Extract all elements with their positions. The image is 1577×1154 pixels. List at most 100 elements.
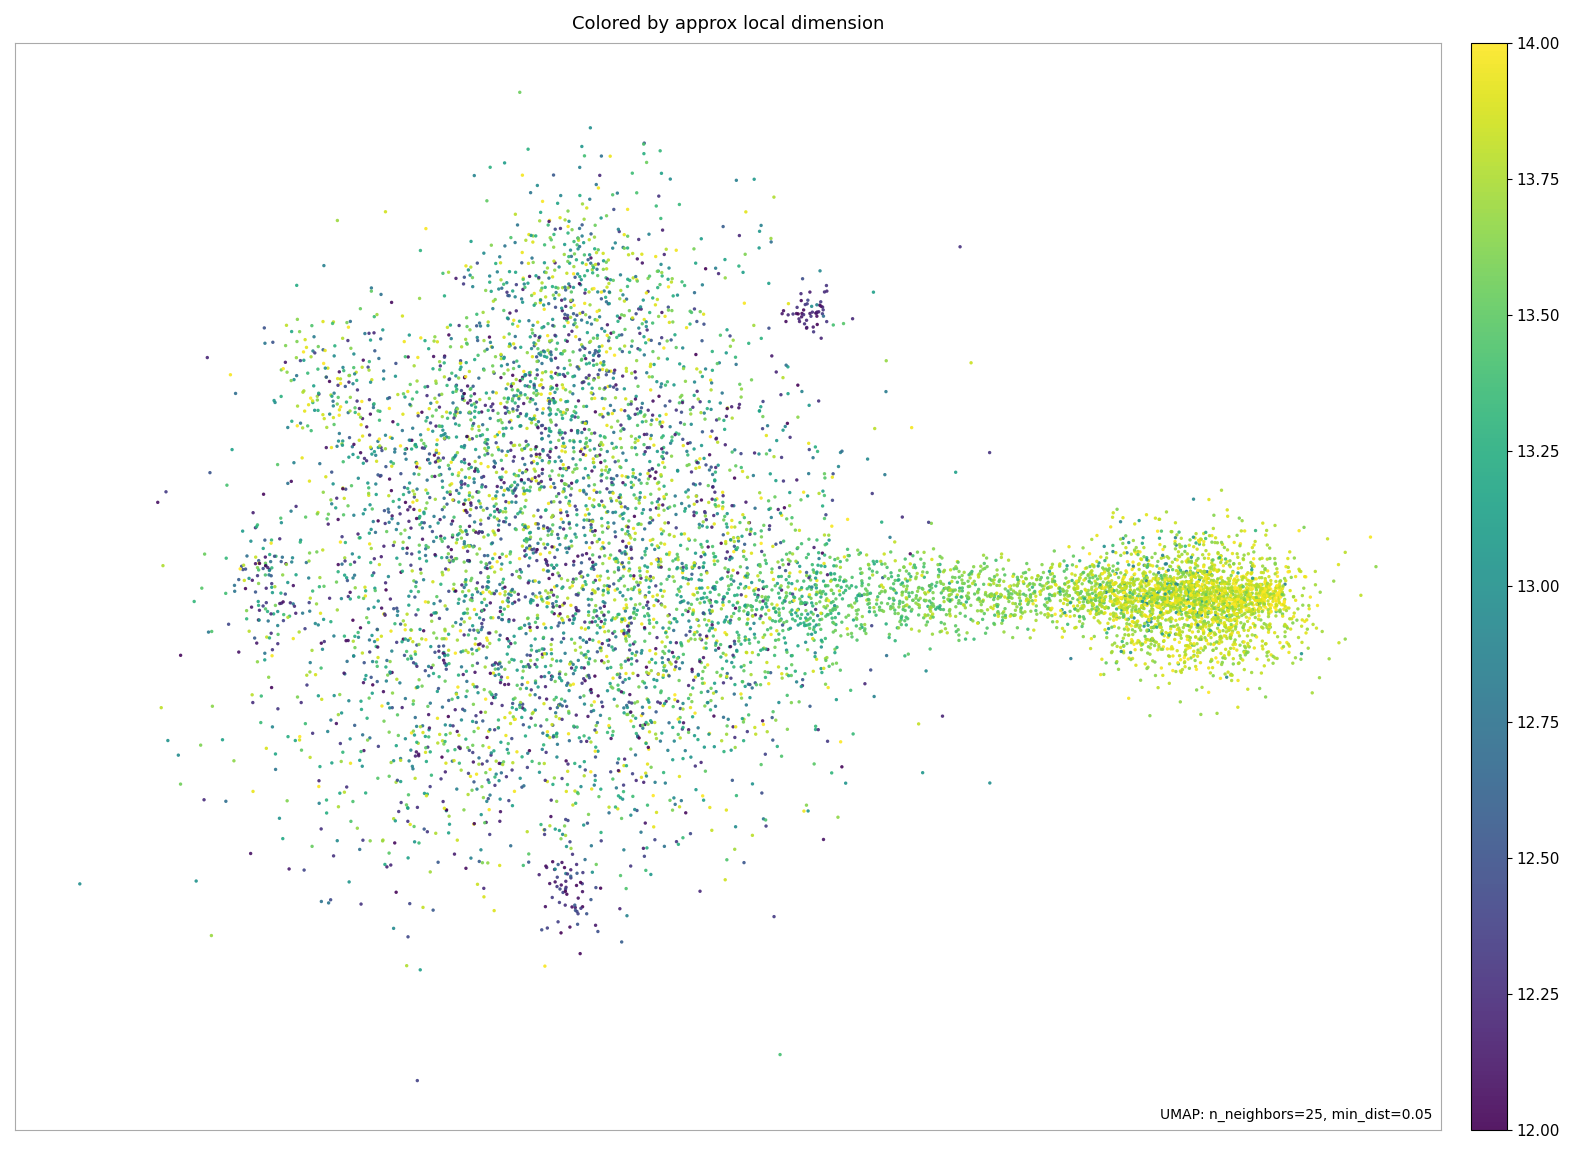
Point [1135,594,1161,613]
Point [670,561,695,579]
Point [511,658,536,676]
Point [1123,538,1148,556]
Point [773,418,798,436]
Point [640,406,665,425]
Point [360,652,385,670]
Point [751,614,776,632]
Point [1006,589,1031,607]
Point [248,601,273,620]
Point [1154,503,1180,522]
Point [1112,582,1137,600]
Point [360,279,385,298]
Point [536,587,561,606]
Point [554,264,579,283]
Point [563,640,588,659]
Point [1134,548,1159,567]
Point [844,610,869,629]
Point [341,505,366,524]
Point [1205,608,1230,627]
Point [823,608,848,627]
Point [918,639,943,658]
Point [1255,583,1281,601]
Point [1120,630,1145,649]
Point [1135,572,1161,591]
Point [823,654,848,673]
Point [388,525,413,544]
Point [312,342,337,360]
Point [990,612,1016,630]
Point [1241,614,1266,632]
Point [1200,590,1225,608]
Point [626,728,651,747]
Point [1228,584,1254,602]
Point [448,615,473,634]
Point [591,497,617,516]
Point [1213,665,1238,683]
Point [497,516,522,534]
Point [435,742,460,760]
Point [566,584,591,602]
Point [1205,570,1230,589]
Point [700,490,725,509]
Point [1170,591,1195,609]
Point [1205,605,1230,623]
Point [1137,556,1162,575]
Point [792,616,817,635]
Point [494,547,519,565]
Point [856,594,882,613]
Point [681,726,706,744]
Point [1082,608,1107,627]
Point [1161,617,1186,636]
Point [552,644,577,662]
Point [724,540,749,559]
Point [1189,613,1214,631]
Point [634,412,659,430]
Point [506,620,531,638]
Point [716,524,741,542]
Point [416,720,442,739]
Point [1087,584,1112,602]
Point [500,381,525,399]
Point [270,548,295,567]
Point [1197,563,1222,582]
Point [522,462,547,480]
Point [1224,568,1249,586]
Point [421,332,446,351]
Point [689,565,714,584]
Point [513,517,538,535]
Point [1104,564,1129,583]
Point [554,882,579,900]
Point [643,591,669,609]
Point [1251,579,1276,598]
Point [1143,576,1169,594]
Point [577,511,602,530]
Point [1175,572,1200,591]
Point [1225,597,1251,615]
Point [319,490,344,509]
Point [699,691,724,710]
Point [486,718,511,736]
Point [1271,617,1296,636]
Point [524,415,549,434]
Point [894,579,919,598]
Point [700,613,725,631]
Point [1079,574,1104,592]
Point [1131,592,1156,610]
Point [550,379,576,397]
Point [872,555,897,574]
Point [571,577,596,595]
Point [377,652,402,670]
Point [442,751,467,770]
Point [505,475,530,494]
Point [561,675,587,694]
Point [1137,575,1162,593]
Point [744,600,770,619]
Point [809,632,834,651]
Point [255,668,281,687]
Point [751,578,776,597]
Point [677,720,702,739]
Point [1128,634,1153,652]
Point [1214,501,1240,519]
Point [858,661,883,680]
Point [1014,570,1039,589]
